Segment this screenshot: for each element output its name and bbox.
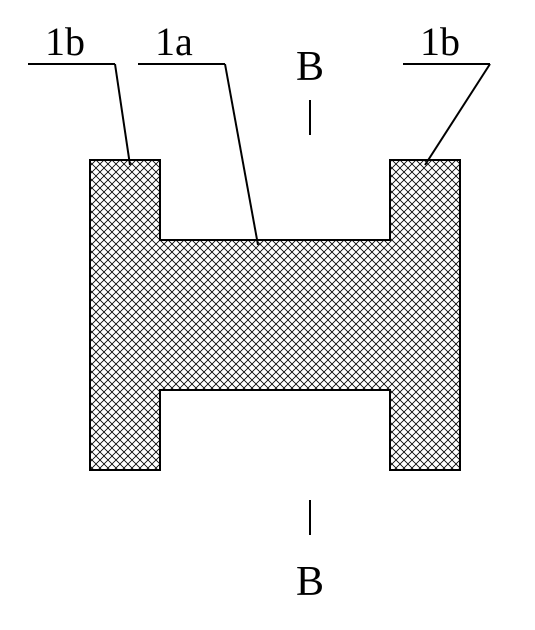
h-shape [90, 160, 460, 470]
lbl-1b-left: 1b [45, 19, 85, 64]
lbl-1a: 1a [155, 19, 193, 64]
lbl-1a-leader [225, 64, 258, 245]
section-mark-bottom: B [296, 559, 324, 605]
lbl-1b-left-leader [115, 64, 130, 165]
section-mark-top: B [296, 44, 324, 90]
lbl-1b-right-leader [425, 64, 490, 165]
lbl-1b-right: 1b [420, 19, 460, 64]
